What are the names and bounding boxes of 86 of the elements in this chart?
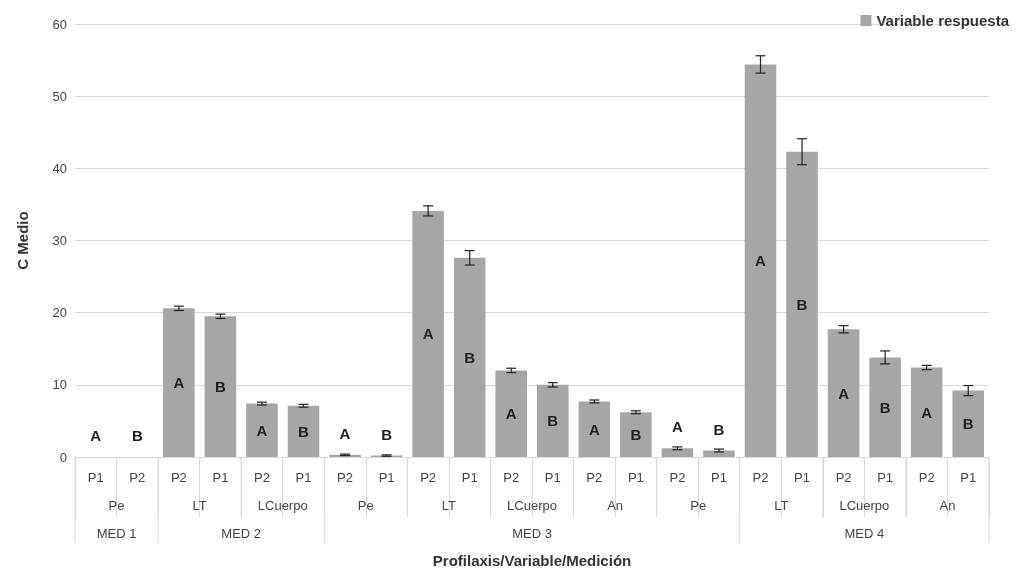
bar: [910, 367, 943, 457]
bar: [744, 64, 777, 457]
x-tick-label: P2: [669, 470, 686, 485]
text: MED 1: [96, 526, 137, 541]
data-label: B: [713, 420, 725, 438]
y-tick-label: 30: [52, 233, 67, 248]
x-tick-label: P1: [87, 470, 104, 485]
bar: [952, 390, 985, 457]
text: LCuerpo: [839, 498, 890, 513]
y-tick-label: 50: [52, 88, 67, 104]
x-tick-label: P2: [420, 470, 437, 485]
text: MED 2: [221, 526, 262, 541]
x-tick-label: P1: [212, 470, 229, 485]
x-tick-label: P1: [378, 470, 395, 485]
x-tick-label: P2: [503, 470, 520, 485]
data-label: B: [298, 422, 310, 440]
data-label: B: [796, 295, 808, 313]
y-tick-label: 20: [52, 305, 67, 321]
data-label: B: [630, 426, 642, 444]
text: LT: [774, 498, 789, 513]
text: An: [939, 498, 956, 513]
bar: [246, 403, 278, 457]
text: Pe: [690, 498, 707, 513]
x-tick-label: P1: [461, 470, 478, 485]
x-tick-label: P2: [586, 470, 603, 485]
data-label: A: [256, 421, 268, 439]
x-tick-label: P2: [752, 470, 769, 485]
y-tick-label: 60: [52, 16, 67, 32]
bar: [869, 357, 901, 457]
bar: [287, 405, 320, 457]
text: LT: [192, 498, 207, 513]
x-tick-label: P2: [129, 470, 146, 485]
data-label: A: [588, 420, 600, 438]
y-tick-label: 10: [52, 377, 67, 393]
data-label: A: [838, 384, 850, 402]
bar: [495, 370, 528, 457]
bar: [163, 308, 195, 457]
data-label: A: [505, 405, 517, 423]
bar: [204, 316, 237, 457]
y-tick-label: 0: [59, 449, 67, 465]
text: Pe: [108, 498, 125, 513]
x-tick-label: P1: [627, 470, 644, 485]
data-label: B: [547, 412, 559, 430]
text: LT: [441, 498, 457, 513]
y-axis-title: C Medio: [14, 211, 31, 270]
data-label: A: [173, 374, 185, 392]
x-tick-label: P2: [170, 470, 187, 485]
data-label: B: [962, 415, 974, 433]
bar: [453, 257, 486, 457]
data-label: A: [90, 427, 102, 444]
data-label: A: [921, 403, 933, 421]
data-label: A: [755, 252, 767, 270]
x-tick-label: P1: [295, 470, 312, 485]
text: LCuerpo: [257, 498, 308, 513]
text: An: [607, 498, 624, 513]
bar: [827, 329, 860, 457]
bar: [412, 210, 444, 457]
text: LCuerpo: [507, 498, 557, 513]
text: MED 4: [844, 526, 885, 541]
x-tick-label: P1: [960, 470, 977, 485]
bar: [620, 412, 652, 457]
x-tick-label: P2: [337, 470, 353, 485]
bar: [578, 401, 611, 457]
bar: [786, 151, 818, 457]
bar: [661, 448, 694, 457]
data-label: B: [131, 427, 143, 444]
data-label: B: [381, 425, 393, 443]
x-axis-title: Profilaxis/Variable/Medición: [432, 552, 632, 569]
x-tick-label: P2: [835, 470, 852, 485]
text: MED 3: [512, 526, 552, 541]
x-tick-label: P2: [918, 470, 935, 485]
x-tick-label: P1: [711, 470, 727, 485]
data-label: A: [422, 325, 434, 343]
x-tick-label: P1: [544, 470, 561, 485]
data-label: A: [671, 418, 683, 436]
x-tick-label: P1: [794, 470, 810, 485]
x-tick-label: P2: [254, 470, 270, 485]
legend-label: Variable respuesta: [876, 12, 1010, 29]
x-tick-label: P1: [877, 470, 894, 485]
data-label: B: [214, 378, 226, 396]
data-label: A: [339, 424, 351, 442]
text: Pe: [357, 498, 374, 513]
data-label: B: [464, 348, 476, 366]
data-label: B: [879, 398, 891, 416]
bar: [536, 384, 569, 457]
y-tick-label: 40: [52, 160, 67, 176]
